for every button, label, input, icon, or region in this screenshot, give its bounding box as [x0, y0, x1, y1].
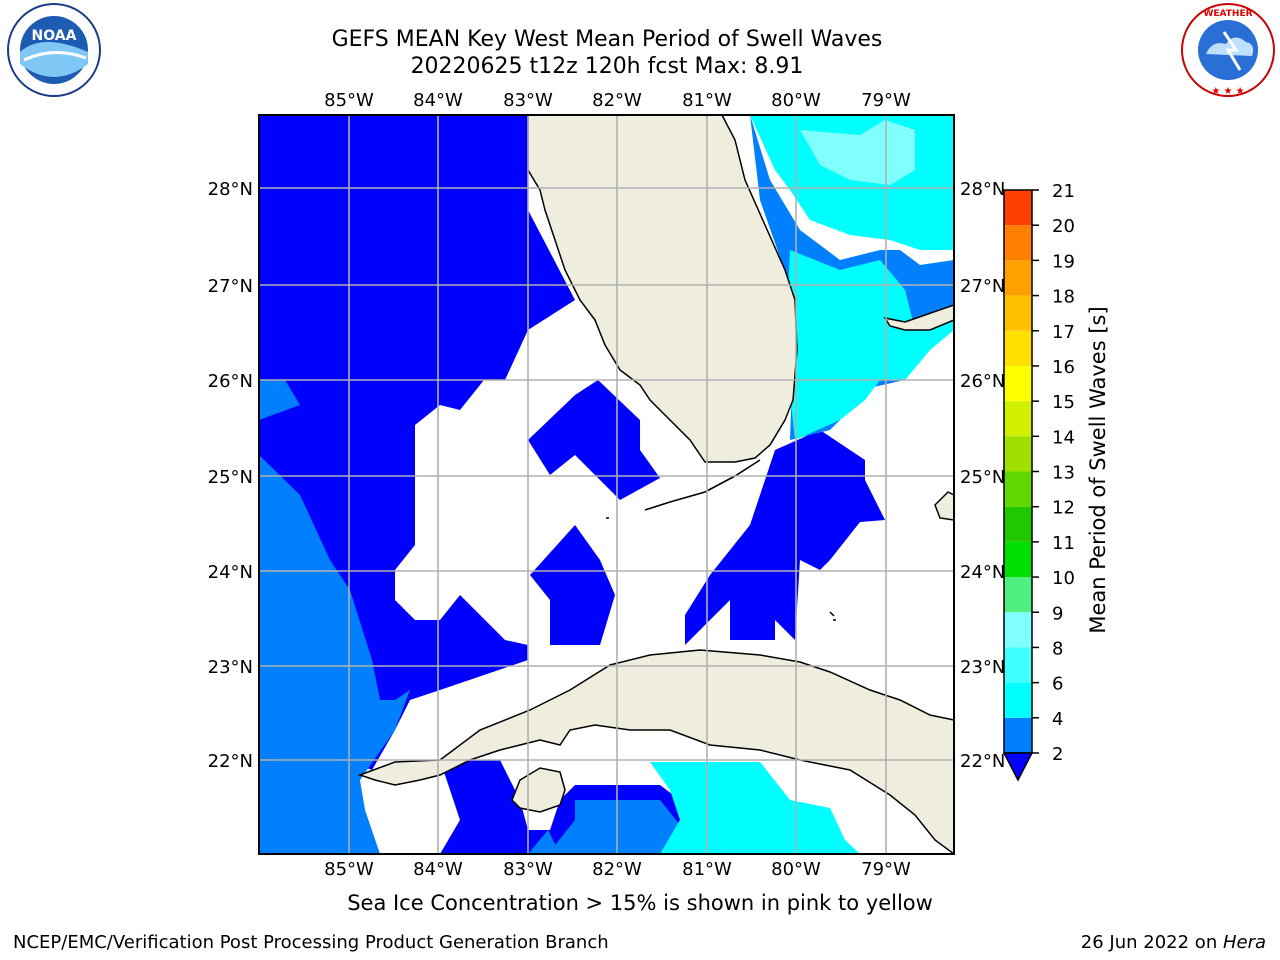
swell-region-4-6-south: [528, 800, 700, 854]
longitude-label: 84°W: [413, 859, 463, 880]
colorbar-segment: [1004, 506, 1032, 542]
colorbar-tick-label: 6: [1052, 674, 1063, 695]
latitude-label: 25°N: [208, 467, 253, 488]
latitude-label: 28°N: [208, 179, 253, 200]
colorbar-tick-label: 19: [1052, 251, 1075, 272]
sea-ice-note: Sea Ice Concentration > 15% is shown in …: [347, 891, 933, 915]
longitude-label: 82°W: [592, 859, 642, 880]
latitude-labels-right: 28°N 27°N 26°N 25°N 24°N 23°N 22°N: [960, 179, 1005, 772]
colorbar-segment: [1004, 612, 1032, 648]
colorbar-segment: [1004, 260, 1032, 296]
colorbar-extend-arrow: [1002, 752, 1034, 782]
colorbar-segment: [1004, 225, 1032, 261]
andros-island: [934, 491, 954, 521]
swell-region-4-6-west: [259, 380, 410, 854]
colorbar-tick-label: 18: [1052, 287, 1075, 308]
longitude-label: 79°W: [861, 859, 911, 880]
map-title: GEFS MEAN Key West Mean Period of Swell …: [331, 27, 883, 52]
graticule: [259, 115, 954, 854]
longitude-label: 83°W: [503, 859, 553, 880]
latitude-label: 27°N: [960, 276, 1005, 297]
longitude-labels-bottom: 85°W 84°W 83°W 82°W 81°W 80°W 79°W: [324, 859, 911, 880]
colorbar-tick-label: 17: [1052, 322, 1075, 343]
swell-region-6-8-atlantic: [750, 115, 954, 440]
map-area: [259, 115, 954, 854]
latitude-label: 23°N: [208, 657, 253, 678]
longitude-label: 82°W: [592, 90, 642, 111]
florida-keys: [644, 459, 761, 511]
colorbar-segment: [1004, 717, 1032, 753]
svg-text:★ ★ ★: ★ ★ ★: [1211, 86, 1244, 97]
latitude-label: 24°N: [960, 562, 1005, 583]
colorbar-tick-label: 15: [1052, 392, 1075, 413]
footer-host: Hera: [1222, 932, 1266, 953]
latitude-label: 28°N: [960, 179, 1005, 200]
colorbar-tick-label: 11: [1052, 533, 1075, 554]
nws-logo-icon: WEATHER ★ ★ ★: [1181, 3, 1275, 97]
longitude-label: 80°W: [771, 90, 821, 111]
longitude-label: 81°W: [682, 90, 732, 111]
colorbar-segment: [1004, 436, 1032, 472]
swell-region-2-4-keys: [528, 380, 660, 500]
footer-credit: NCEP/EMC/Verification Post Processing Pr…: [13, 932, 609, 953]
florida-landmass: [527, 115, 798, 463]
colorbar-tick-label: 2: [1052, 744, 1063, 765]
grand-bahama: [883, 304, 954, 331]
latitude-label: 24°N: [208, 562, 253, 583]
colorbar-tick-label: 21: [1052, 181, 1075, 202]
colorbar-segment: [1004, 647, 1032, 683]
latitude-label: 23°N: [960, 657, 1005, 678]
colorbar-tick-label: 16: [1052, 357, 1075, 378]
colorbar-segment: [1004, 295, 1032, 331]
latitude-label: 22°N: [960, 751, 1005, 772]
colorbar-segment: [1004, 471, 1032, 507]
latitude-label: 22°N: [208, 751, 253, 772]
colorbar: 2 4 6 8 9 10 11 12 13 14 15 16 17 18 19 20 21: [1002, 181, 1075, 782]
colorbar-tick-label: 4: [1052, 709, 1063, 730]
latitude-label: 26°N: [208, 371, 253, 392]
colorbar-tick-label: 10: [1052, 568, 1075, 589]
longitude-label: 81°W: [682, 859, 732, 880]
colorbar-tick-label: 13: [1052, 463, 1075, 484]
svg-text:WEATHER: WEATHER: [1203, 9, 1252, 19]
colorbar-segment: [1004, 682, 1032, 718]
longitude-label: 84°W: [413, 90, 463, 111]
colorbar-tick-label: 12: [1052, 498, 1075, 519]
swell-region-2-4-straits: [530, 525, 615, 645]
noaa-logo-icon: NOAA: [7, 3, 101, 97]
latitude-labels-left: 28°N 27°N 26°N 25°N 24°N 23°N 22°N: [208, 179, 253, 772]
latitude-label: 27°N: [208, 276, 253, 297]
isle-of-youth: [511, 767, 566, 813]
colorbar-segment: [1004, 401, 1032, 437]
longitude-labels-top: 85°W 84°W 83°W 82°W 81°W 80°W 79°W: [324, 90, 911, 111]
colorbar-tick-label: 9: [1052, 603, 1063, 624]
longitude-label: 83°W: [503, 90, 553, 111]
colorbar-tick-label: 8: [1052, 638, 1063, 659]
colorbar-segment: [1004, 541, 1032, 578]
swell-region-2-4-east: [685, 430, 885, 645]
longitude-label: 85°W: [324, 859, 374, 880]
colorbar-segment: [1004, 190, 1032, 226]
colorbar-segment: [1004, 330, 1032, 366]
colorbar-tick-label: 14: [1052, 427, 1075, 448]
footer-date: 26 Jun 2022 on Hera: [1081, 932, 1266, 953]
longitude-label: 85°W: [324, 90, 374, 111]
colorbar-segment: [1004, 577, 1032, 613]
swell-region-6-8-south: [650, 762, 860, 854]
longitude-label: 79°W: [861, 90, 911, 111]
colorbar-title: Mean Period of Swell Waves [s]: [1086, 306, 1110, 634]
footer-date-text: 26 Jun 2022 on: [1080, 932, 1223, 953]
colorbar-segment: [1004, 365, 1032, 402]
latitude-label: 25°N: [960, 467, 1005, 488]
latitude-label: 26°N: [960, 371, 1005, 392]
colorbar-tick-label: 20: [1052, 216, 1075, 237]
map-frame: [258, 114, 955, 855]
longitude-label: 80°W: [771, 859, 821, 880]
keys-dots: [606, 517, 836, 621]
map-subtitle: 20220625 t12z 120h fcst Max: 8.91: [410, 54, 804, 79]
svg-text:NOAA: NOAA: [32, 28, 77, 44]
